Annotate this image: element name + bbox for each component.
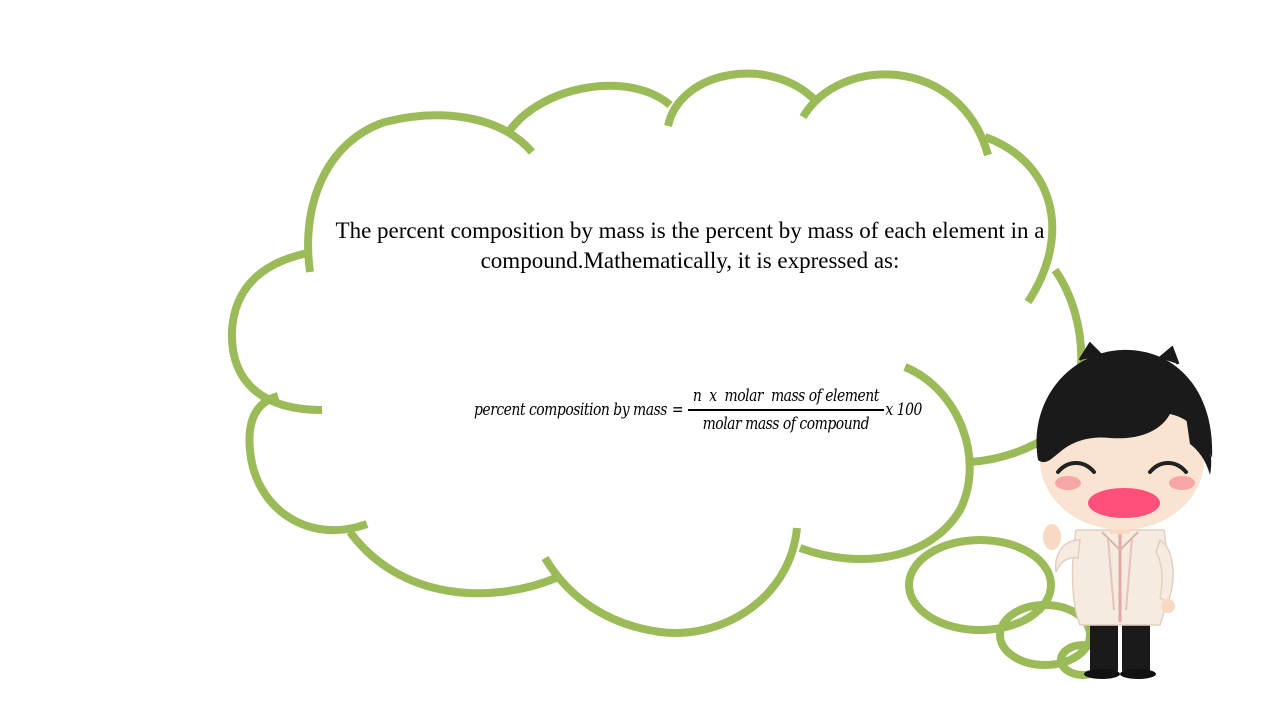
- formula-numerator: n x molar mass of element: [692, 386, 879, 407]
- formula-equals: =: [671, 400, 684, 420]
- formula-denominator: molar mass of compound: [702, 413, 870, 434]
- definition-text: The percent composition by mass is the p…: [335, 218, 1045, 273]
- waving-boy-in-barong-icon: [1036, 341, 1213, 679]
- formula-multiplier: x 100: [885, 400, 922, 420]
- fraction-bar: [687, 409, 884, 411]
- formula-lhs: percent composition by mass: [474, 400, 667, 420]
- percent-composition-formula: percent composition by mass = n x molar …: [474, 378, 922, 442]
- formula-fraction: n x molar mass of element molar mass of …: [687, 386, 884, 434]
